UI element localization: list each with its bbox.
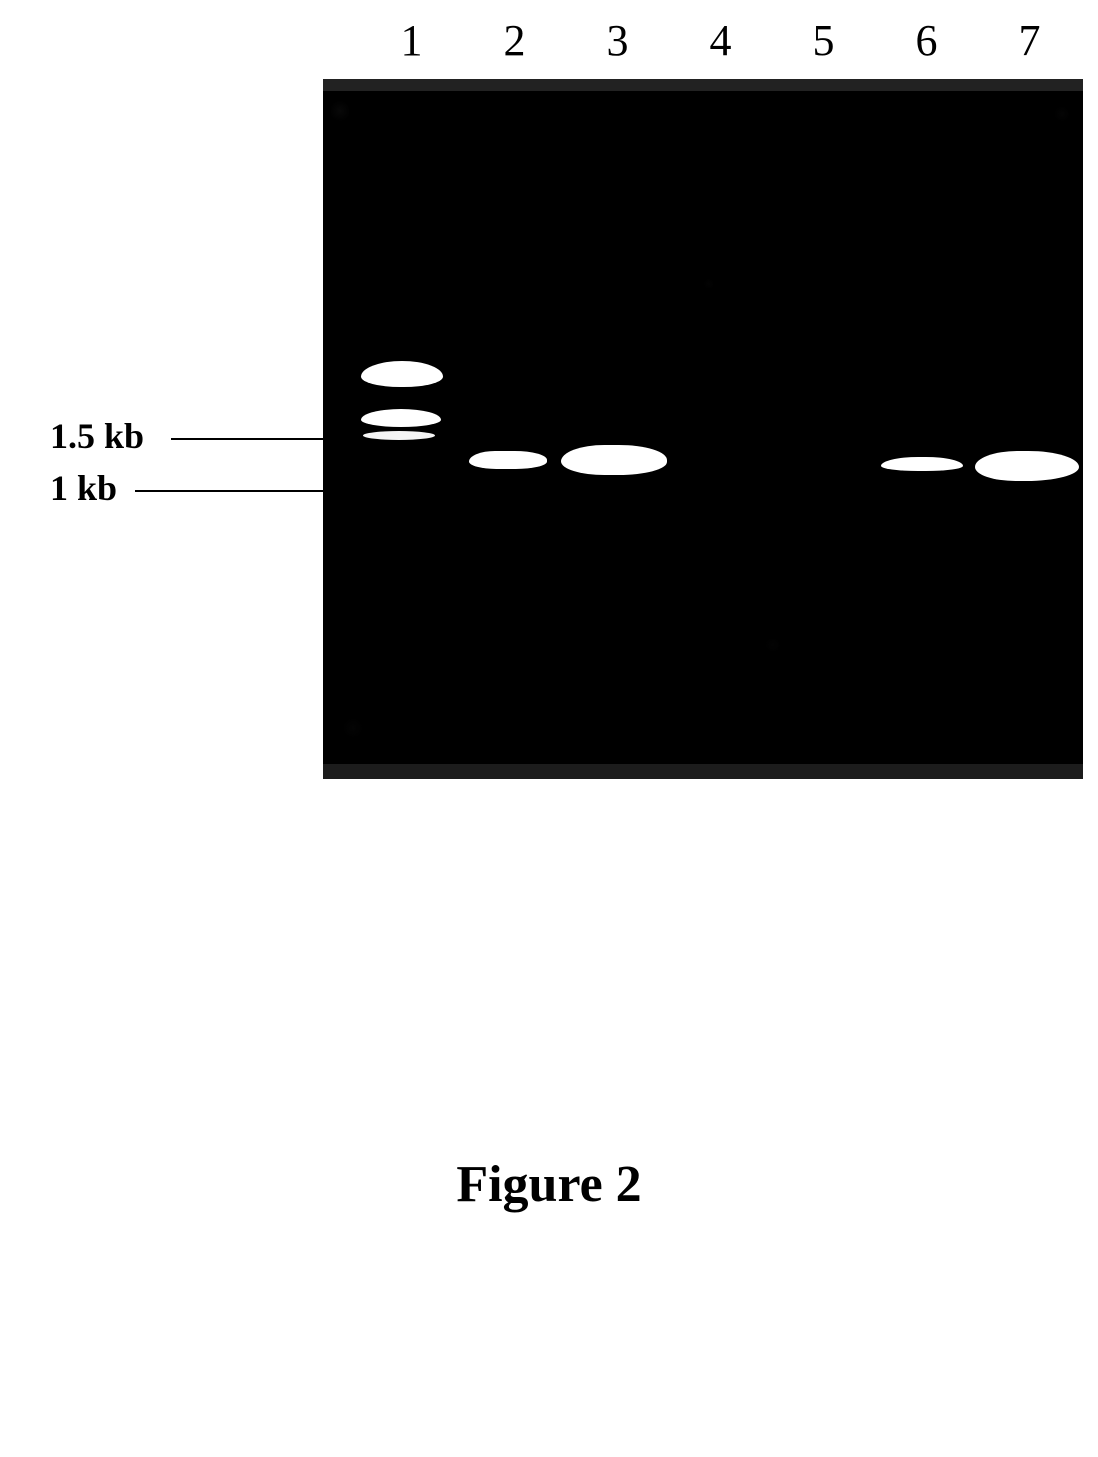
gel-band-lane6 — [881, 457, 963, 471]
gel-band-lane1-b — [361, 409, 441, 427]
gel-noise-speck — [703, 279, 715, 289]
gel-band-lane2 — [469, 451, 547, 469]
gel-top-edge — [323, 79, 1083, 91]
gel-image — [323, 79, 1083, 779]
lane-label-3: 3 — [566, 15, 669, 66]
gel-noise-speck — [1053, 107, 1071, 121]
gel-band-lane1-a — [361, 361, 443, 387]
marker-label-1kb: 1 kb — [50, 467, 117, 509]
lane-label-7: 7 — [978, 15, 1081, 66]
marker-line-1-5kb — [171, 438, 323, 440]
lane-labels-row: 1 2 3 4 5 6 7 — [360, 15, 1081, 66]
marker-line-1kb — [135, 490, 324, 492]
lane-label-5: 5 — [772, 15, 875, 66]
gel-noise-speck — [341, 719, 365, 737]
lane-label-1: 1 — [360, 15, 463, 66]
gel-noise-speck — [763, 639, 783, 651]
gel-bottom-edge — [323, 764, 1083, 779]
gel-band-lane1-c — [363, 431, 435, 440]
marker-label-1-5kb: 1.5 kb — [50, 415, 144, 457]
lane-label-6: 6 — [875, 15, 978, 66]
gel-band-lane7 — [975, 451, 1079, 481]
lane-label-2: 2 — [463, 15, 566, 66]
gel-band-lane3 — [561, 445, 667, 475]
lane-label-4: 4 — [669, 15, 772, 66]
gel-noise-speck — [331, 99, 349, 123]
figure-caption: Figure 2 — [0, 1155, 1098, 1214]
